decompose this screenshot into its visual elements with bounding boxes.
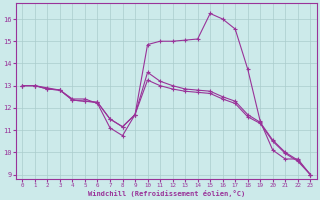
X-axis label: Windchill (Refroidissement éolien,°C): Windchill (Refroidissement éolien,°C) — [88, 190, 245, 197]
